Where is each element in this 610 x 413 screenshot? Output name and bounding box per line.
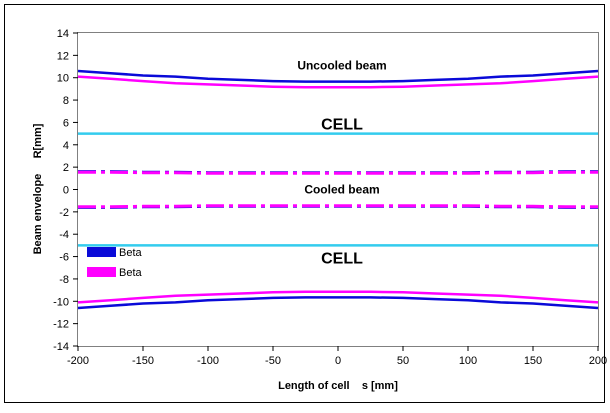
y-tick-label: -2: [59, 207, 69, 219]
y-tick-label: -14: [53, 341, 69, 353]
series-line-3: [77, 296, 599, 310]
y-tick-label: -12: [53, 319, 69, 331]
legend-swatch: [87, 247, 116, 257]
y-tick-label: 6: [63, 117, 69, 129]
series-layer: [77, 69, 599, 310]
annotation-label: CELL: [321, 116, 363, 133]
legend: Beta Beta: [87, 247, 143, 279]
y-tick-label: 2: [63, 162, 69, 174]
y-axis-label: Beam envelope R[mm]: [32, 123, 44, 254]
y-tick-label: -6: [59, 252, 69, 264]
y-tick-label: 14: [57, 28, 69, 40]
series-line-8: [78, 204, 598, 209]
legend-label: Beta: [119, 247, 143, 259]
annotation-label: Uncooled beam: [297, 58, 386, 72]
x-tick-label: -150: [132, 355, 154, 367]
plot-area: [77, 32, 599, 347]
y-tick-label: -8: [59, 274, 69, 286]
y-axis-ticks: -14 -12 -10 -8 -6 -4 -2 0 2 4 6 8 10 12 14: [53, 28, 78, 353]
x-tick-label: -50: [265, 355, 281, 367]
legend-label: Beta: [119, 267, 143, 279]
annotation-layer: Uncooled beam CELL Cooled beam CELL: [297, 58, 386, 267]
x-tick-label: 0: [335, 355, 341, 367]
x-axis-label: Length of cell s [mm]: [278, 380, 398, 392]
x-tick-label: 200: [589, 355, 607, 367]
series-line-4: [77, 290, 599, 304]
series-line-1: [77, 69, 599, 83]
x-tick-label: 150: [524, 355, 542, 367]
y-tick-label: 8: [63, 95, 69, 107]
series-line-2: [77, 75, 599, 89]
annotation-label: Cooled beam: [304, 183, 379, 197]
y-tick-label: 10: [57, 73, 69, 85]
y-tick-label: 12: [57, 50, 69, 62]
series-line-6: [78, 170, 598, 175]
x-tick-label: 100: [459, 355, 477, 367]
x-tick-label: -100: [197, 355, 219, 367]
legend-swatch: [87, 267, 116, 277]
y-tick-label: -10: [53, 296, 69, 308]
y-tick-label: 0: [63, 185, 69, 197]
x-tick-label: 50: [397, 355, 409, 367]
x-axis-ticks: -200 -150 -100 -50 0 50 100 150 200: [67, 346, 607, 367]
x-tick-label: -200: [67, 355, 89, 367]
y-tick-label: -4: [59, 229, 69, 241]
annotation-label: CELL: [321, 251, 363, 268]
y-tick-label: 4: [63, 140, 69, 152]
